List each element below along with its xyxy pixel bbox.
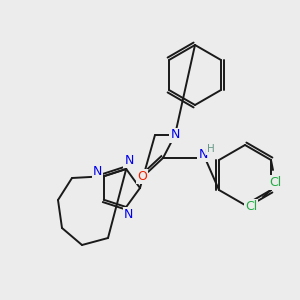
Text: H: H [207,144,215,154]
Text: N: N [93,165,102,178]
Text: Cl: Cl [269,176,281,188]
Text: N: N [198,148,208,160]
Text: N: N [170,128,180,142]
Text: Cl: Cl [245,200,257,212]
Text: O: O [137,169,147,182]
Text: N: N [124,208,133,221]
Text: N: N [124,154,134,167]
